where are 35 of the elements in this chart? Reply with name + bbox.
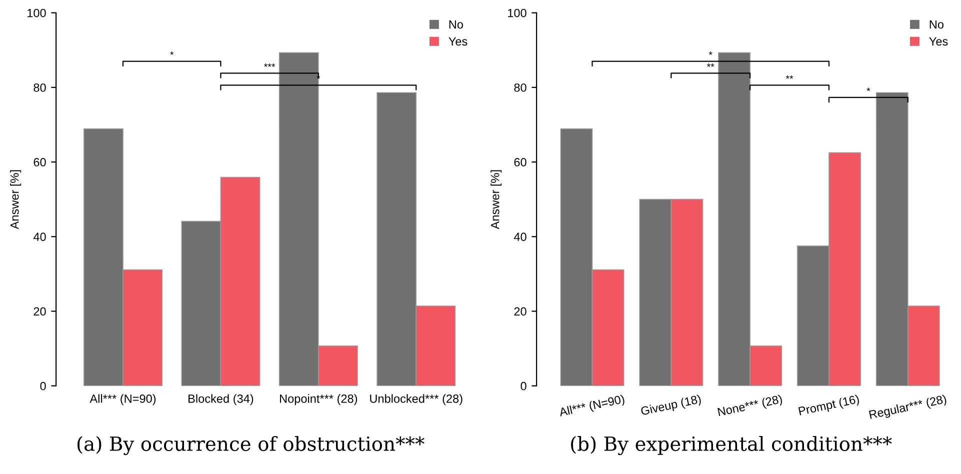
y-tick-label: 60 [514,158,526,166]
legend-label: No [930,20,944,29]
text: (b) By experimental condition*** [571,436,892,456]
x-tick-label: Prompt (16) [798,394,860,418]
y-tick-label: 40 [33,232,46,242]
x-tick-label: All*** (N=90) [90,394,156,406]
legend-label: Yes [448,37,468,46]
y-axis-title: Answer [%] [10,170,22,230]
x-tick-label: Giveup (18) [640,394,702,418]
x-tick-label: Regular*** (28) [868,394,948,422]
y-tick-label: 80 [34,83,46,92]
annotation: *** [264,63,276,67]
legend-label: Yes [929,37,948,46]
y-tick-label: 100 [28,8,46,18]
y-tick-label: 40 [514,232,526,242]
y-tick-label: 20 [34,307,46,316]
legend-label: No [449,20,463,29]
y-tick-label: 100 [508,8,526,18]
y-tick-label: 20 [514,307,526,316]
annotation: * [708,51,712,55]
text: (a) By occurrence of obstruction*** [77,436,424,456]
x-tick-label: All*** (N=90) [558,394,626,419]
x-tick-label: Nopoint*** (28) [280,394,358,406]
annotation: ** [786,75,794,79]
x-tick-label: None*** (28) [717,394,783,419]
annotation: ** [706,63,714,67]
y-tick-label: 80 [514,83,526,92]
y-axis-title: Answer [%] [490,170,502,230]
y-tick-label: 0 [520,382,526,390]
y-tick-label: 0 [40,382,46,390]
y-tick-label: 60 [34,158,46,166]
x-tick-label: Blocked (34) [188,394,254,406]
annotation: * [170,51,174,55]
x-tick-label: Unblocked*** (28) [370,394,462,406]
annotation: * [866,88,870,92]
